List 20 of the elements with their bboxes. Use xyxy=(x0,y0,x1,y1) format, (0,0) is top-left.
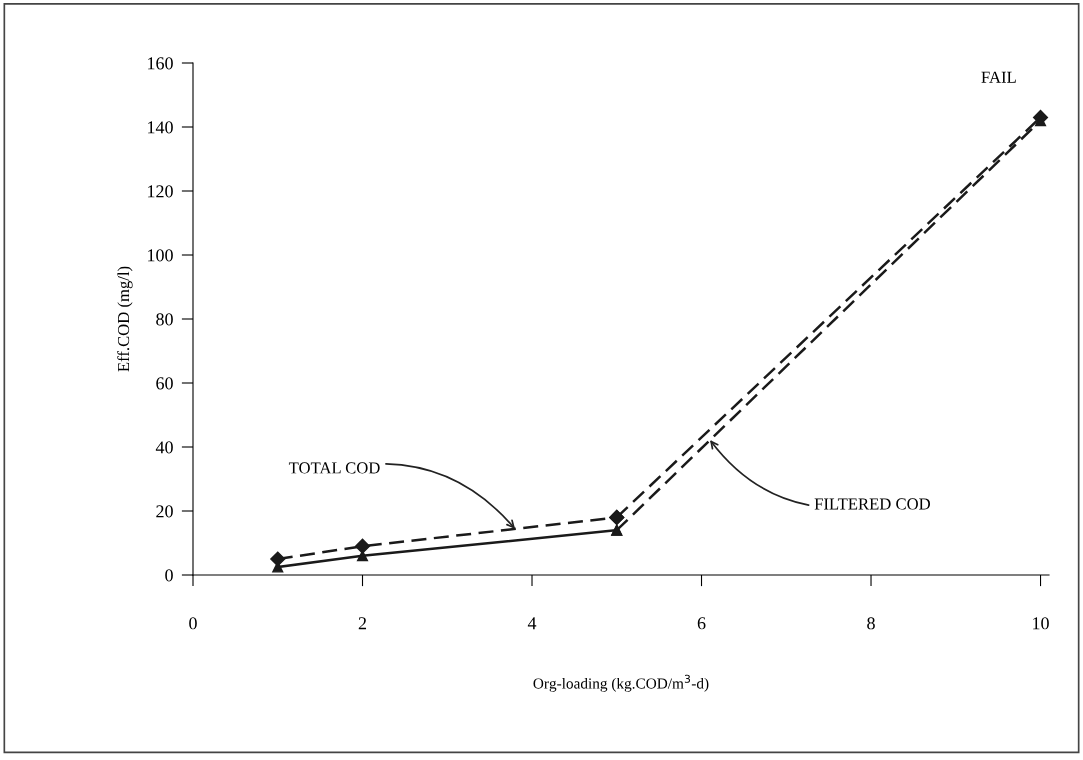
y-tick-label: 20 xyxy=(156,505,173,518)
x-tick-label: 10 xyxy=(1033,617,1049,630)
x-axis-title: Org-loading (kg.COD/m$^{3}$-d) xyxy=(533,674,709,692)
y-tick-label: 0 xyxy=(165,569,173,582)
y-tick-label: 120 xyxy=(148,185,173,198)
x-tick-label: 2 xyxy=(358,617,367,630)
x-tick-label: 0 xyxy=(189,617,197,630)
y-tick-label: 140 xyxy=(148,121,173,134)
y-axis-title: Eff.COD (mg/l) xyxy=(117,266,133,372)
y-tick-label: 60 xyxy=(156,377,173,390)
x-tick-label: 6 xyxy=(697,617,706,630)
x-tick-label: 8 xyxy=(867,617,875,630)
annotation: FAIL xyxy=(981,71,1016,83)
y-tick-label: 80 xyxy=(156,313,173,326)
y-tick-label: 160 xyxy=(148,57,173,70)
annotation: FILTERED COD xyxy=(814,498,931,510)
x-tick-label: 4 xyxy=(527,617,537,630)
y-tick-label: 100 xyxy=(148,249,173,262)
annotation: TOTAL COD xyxy=(288,462,380,474)
y-tick-label: 40 xyxy=(155,441,173,454)
